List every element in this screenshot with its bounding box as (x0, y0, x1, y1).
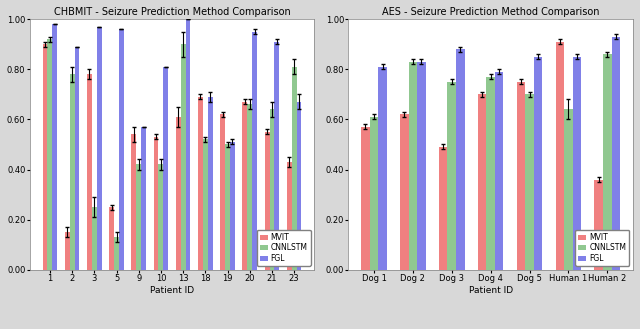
Bar (516, 82, 525, 270)
Bar (408, 62, 417, 270)
Bar (65, 232, 70, 270)
Bar (159, 164, 163, 270)
Bar (439, 147, 447, 270)
Bar (247, 104, 252, 270)
Bar (180, 44, 186, 270)
Bar (114, 237, 119, 270)
Bar (478, 94, 486, 270)
Bar (208, 97, 212, 270)
Bar (87, 74, 92, 270)
Bar (203, 139, 208, 270)
Bar (534, 57, 542, 270)
Bar (456, 49, 465, 270)
Bar (556, 42, 564, 270)
Bar (198, 97, 203, 270)
Bar (287, 162, 292, 270)
Bar (269, 109, 275, 270)
Bar (154, 137, 159, 270)
Bar (417, 62, 426, 270)
Bar (243, 102, 247, 270)
Bar (447, 82, 456, 270)
Bar (119, 29, 124, 270)
Legend: MVIT, CNNLSTM, FGL: MVIT, CNNLSTM, FGL (257, 230, 310, 266)
Bar (225, 144, 230, 270)
Title: AES - Seizure Prediction Method Comparison: AES - Seizure Prediction Method Comparis… (382, 7, 600, 17)
X-axis label: Patient ID: Patient ID (468, 286, 513, 295)
Bar (525, 94, 534, 270)
Title: CHBMIT - Seizure Prediction Method Comparison: CHBMIT - Seizure Prediction Method Compa… (54, 7, 291, 17)
Bar (603, 54, 612, 270)
Bar (42, 44, 47, 270)
Bar (97, 27, 102, 270)
Bar (92, 207, 97, 270)
Bar (612, 37, 620, 270)
Bar (163, 67, 168, 270)
Bar (400, 114, 408, 270)
Bar (564, 109, 573, 270)
Bar (370, 117, 378, 270)
Bar (220, 114, 225, 270)
Bar (136, 164, 141, 270)
Bar (252, 32, 257, 270)
Bar (275, 42, 279, 270)
Bar (296, 102, 301, 270)
Bar (292, 67, 296, 270)
Bar (573, 57, 581, 270)
Bar (486, 77, 495, 270)
Bar (361, 127, 370, 270)
X-axis label: Patient ID: Patient ID (150, 286, 194, 295)
Bar (109, 207, 114, 270)
Bar (70, 74, 74, 270)
Bar (378, 67, 387, 270)
Bar (595, 180, 603, 270)
Bar (74, 47, 79, 270)
Bar (52, 24, 57, 270)
Bar (47, 39, 52, 270)
Bar (186, 19, 191, 270)
Bar (176, 117, 180, 270)
Bar (131, 135, 136, 270)
Bar (495, 72, 504, 270)
Bar (141, 127, 146, 270)
Legend: MVIT, CNNLSTM, FGL: MVIT, CNNLSTM, FGL (575, 230, 629, 266)
Bar (264, 132, 269, 270)
Bar (230, 142, 235, 270)
